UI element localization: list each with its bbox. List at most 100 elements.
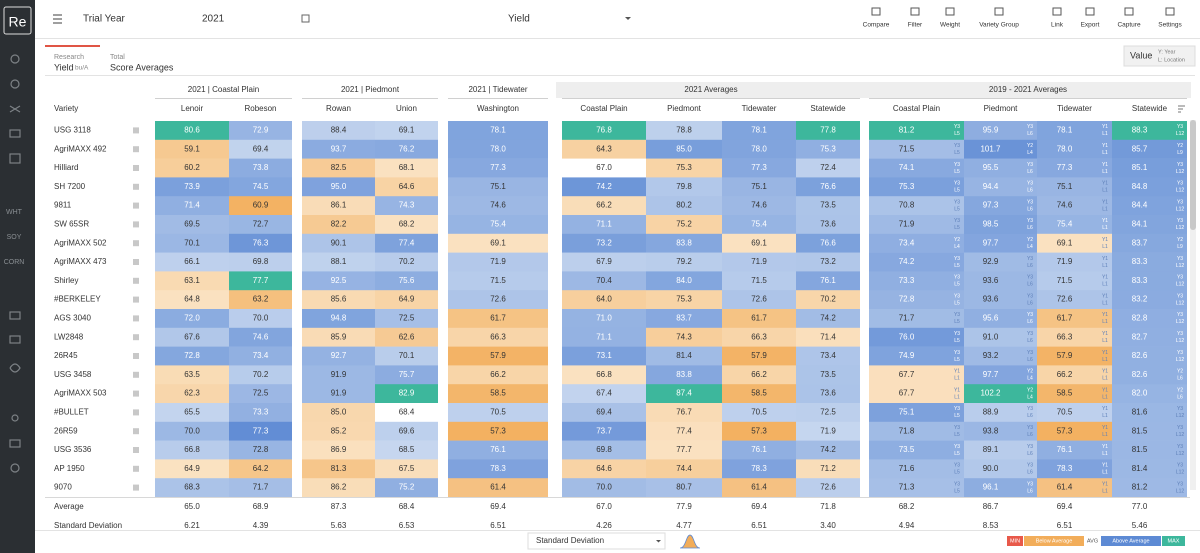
metric-select[interactable]: Yield	[508, 14, 530, 25]
toolbar-icon[interactable]	[1124, 7, 1134, 16]
toolbar-icon[interactable]	[910, 7, 920, 16]
notes-icon[interactable]	[133, 390, 139, 397]
notes-icon[interactable]	[133, 202, 139, 209]
notes-icon[interactable]	[133, 447, 139, 453]
variety-name[interactable]: AgriMAXX 503	[54, 389, 107, 398]
variety-name[interactable]: #BERKELEY	[54, 295, 101, 304]
toolbar-icon[interactable]	[871, 7, 881, 16]
notes-icon[interactable]	[133, 484, 139, 491]
crop-link[interactable]: CORN	[4, 259, 25, 266]
column-header[interactable]: Piedmont	[984, 104, 1019, 113]
tab-line2[interactable]: Score Averages	[110, 62, 174, 72]
variety-name[interactable]: AgriMAXX 473	[54, 257, 107, 266]
variety-name[interactable]: 9811	[54, 201, 72, 210]
column-header[interactable]: Robeson	[244, 104, 276, 113]
variety-name[interactable]: 26R45	[54, 351, 78, 360]
variety-name[interactable]: LW2848	[54, 332, 84, 341]
tab-line2[interactable]: Yield	[54, 62, 74, 72]
toolbar-button[interactable]: Variety Group	[979, 22, 1019, 29]
notes-icon[interactable]	[133, 334, 139, 341]
variety-name[interactable]: 26R59	[54, 426, 78, 435]
toolbar-button[interactable]: Weight	[940, 22, 960, 29]
variety-name[interactable]: USG 3458	[54, 370, 92, 379]
notes-icon[interactable]	[133, 315, 139, 322]
notes-icon[interactable]	[133, 240, 139, 247]
toolbar-icon[interactable]	[1052, 7, 1062, 16]
color-by-label[interactable]: Standard Deviation	[536, 536, 604, 545]
variety-name[interactable]: Hilliard	[54, 163, 78, 172]
notes-icon[interactable]	[133, 165, 139, 171]
notes-icon[interactable]	[133, 428, 139, 435]
notes-icon[interactable]	[133, 221, 139, 228]
variety-header[interactable]: Variety	[54, 104, 78, 113]
cell-value: 94.4	[983, 182, 999, 191]
scrollbar-thumb[interactable]	[1190, 120, 1196, 230]
column-header[interactable]: Coastal Plain	[893, 104, 940, 113]
toolbar-button[interactable]: Capture	[1117, 22, 1141, 29]
value-label[interactable]: Value	[1130, 50, 1152, 60]
tab-line1[interactable]: Research	[54, 54, 84, 61]
dropdown-caret[interactable]	[625, 17, 631, 20]
sort-icon[interactable]	[1178, 105, 1185, 113]
variety-name[interactable]: AP 1950	[54, 464, 85, 473]
notes-icon[interactable]	[133, 353, 139, 359]
column-header[interactable]: Tidewater	[1057, 104, 1092, 113]
column-header[interactable]: Coastal Plain	[580, 104, 627, 113]
notes-icon[interactable]	[133, 465, 139, 472]
menu-icon[interactable]	[53, 14, 62, 24]
locations-count: L5	[954, 131, 960, 137]
crop-link[interactable]: WHT	[6, 209, 23, 216]
tab-line1[interactable]: Total	[110, 54, 125, 61]
toolbar-icon[interactable]	[945, 7, 955, 16]
toolbar-button[interactable]: Settings	[1158, 22, 1182, 29]
column-header[interactable]: Rowan	[326, 104, 351, 113]
variety-name[interactable]: 9070	[54, 483, 72, 492]
heat-cell	[796, 233, 860, 253]
cell-value: 71.9	[899, 220, 915, 229]
toolbar-icon[interactable]	[994, 7, 1004, 16]
variety-name[interactable]: AgriMAXX 492	[54, 144, 107, 153]
column-header[interactable]: Piedmont	[667, 104, 702, 113]
cell-value: 77.7	[676, 445, 692, 454]
heat-cell	[646, 290, 722, 310]
notes-icon[interactable]	[133, 127, 139, 134]
notes-icon[interactable]	[133, 296, 139, 303]
notes-icon[interactable]	[133, 259, 139, 265]
notes-icon[interactable]	[133, 409, 139, 416]
toolbar-button[interactable]: Compare	[863, 22, 890, 29]
variety-name[interactable]: USG 3118	[54, 126, 91, 135]
value-toggle[interactable]	[1123, 45, 1196, 67]
column-header[interactable]: Tidewater	[742, 104, 777, 113]
notes-icon[interactable]	[133, 146, 139, 153]
variety-name[interactable]: SH 7200	[54, 182, 86, 191]
years-count: Y1	[1102, 124, 1108, 130]
toolbar-button[interactable]: Export	[1081, 22, 1100, 29]
column-header[interactable]: Washington	[477, 104, 519, 113]
column-header[interactable]: Statewide	[1132, 104, 1168, 113]
year-select[interactable]: 2021	[202, 14, 225, 25]
variety-name[interactable]: AgriMAXX 502	[54, 238, 107, 247]
variety-name[interactable]: USG 3536	[54, 445, 92, 454]
cell-value: 63.1	[184, 276, 200, 285]
column-header[interactable]: Statewide	[810, 104, 846, 113]
notes-icon[interactable]	[133, 183, 139, 190]
notes-icon[interactable]	[133, 371, 139, 378]
heat-cell	[375, 233, 438, 253]
heat-cell	[448, 309, 548, 329]
crop-link[interactable]: SOY	[7, 234, 22, 241]
variety-name[interactable]: #BULLET	[54, 408, 89, 417]
calendar-icon[interactable]	[301, 14, 310, 23]
variety-name[interactable]: Shirley	[54, 276, 78, 285]
toolbar-icon[interactable]	[1165, 7, 1175, 16]
notes-icon[interactable]	[133, 277, 139, 284]
toolbar-icon[interactable]	[1085, 7, 1095, 16]
toolbar-button[interactable]: Link	[1051, 22, 1064, 29]
color-by-select[interactable]	[527, 532, 666, 550]
dropdown-caret[interactable]	[656, 540, 661, 543]
variety-name[interactable]: SW 65SR	[54, 220, 89, 229]
column-header[interactable]: Lenoir	[181, 104, 204, 113]
column-header[interactable]: Union	[396, 104, 417, 113]
toolbar-button[interactable]: Filter	[908, 22, 923, 29]
sidebar-icons	[9, 54, 21, 473]
variety-name[interactable]: AGS 3040	[54, 314, 91, 323]
